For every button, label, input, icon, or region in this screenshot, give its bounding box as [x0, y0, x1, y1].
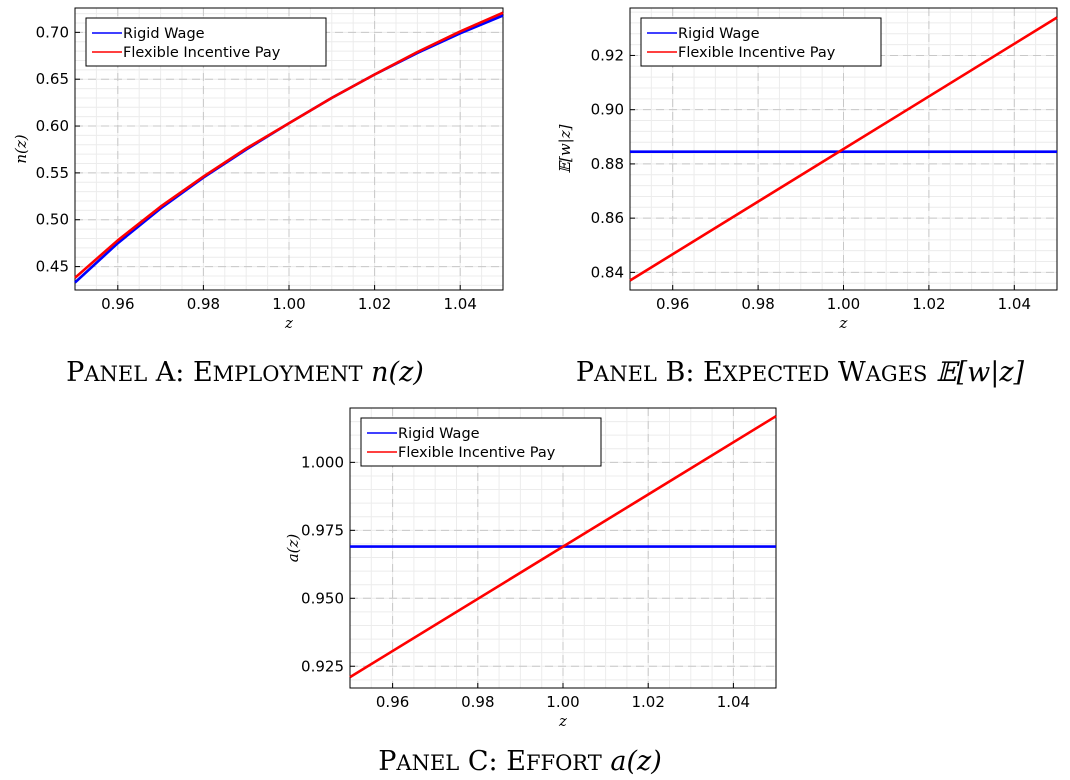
panel-c-x-tick-label: 1.00	[546, 693, 579, 711]
panel-c-series-flexible-incentive-pay-line	[349, 415, 777, 679]
panel-b-y-tick-label: 0.90	[591, 101, 624, 119]
panel-b-legend-label: Flexible Incentive Pay	[678, 45, 836, 61]
panel-a-y-axis-label: n(z)	[12, 134, 30, 163]
panel-c-caption: PANEL C: EFFORT a(z)	[378, 746, 661, 777]
panel-b-x-tick-label: 1.00	[827, 295, 860, 313]
panel-b-caption: PANEL B: EXPECTED WAGES 𝔼[w|z]	[576, 357, 1025, 388]
panel-a-y-tick-label: 0.65	[36, 70, 69, 88]
panel-c-x-tick-label: 0.98	[461, 693, 494, 711]
panel-c-y-axis-label: a(z)	[284, 534, 302, 563]
panel-c-x-tick-label: 1.04	[717, 693, 750, 711]
panel-b-y-axis-label: 𝔼[w|z]	[556, 124, 574, 173]
panel-c-legend-label: Flexible Incentive Pay	[398, 445, 556, 461]
panel-c-x-tick-label: 1.02	[631, 693, 664, 711]
panel-a-y-tick-label: 0.70	[36, 23, 69, 41]
panel-a-legend-label: Flexible Incentive Pay	[123, 45, 281, 61]
panel-a: 0.96 0.98 1.00 1.02 1.04 0.45 0.50 0.55 0.60 0.65…	[12, 7, 504, 388]
panel-a-x-tick-label: 1.04	[443, 295, 476, 313]
panel-a-legend: Rigid Wage Flexible Incentive Pay	[85, 17, 327, 67]
panel-a-x-tick-label: 0.98	[187, 295, 220, 313]
panel-b-series-flexible-incentive-pay-line	[629, 16, 1058, 282]
panel-a-x-tick-label: 0.96	[101, 295, 134, 313]
panel-c-x-tick-label: 0.96	[376, 693, 409, 711]
panel-b: 0.96 0.98 1.00 1.02 1.04 0.84 0.86 0.88 0.90 0.92…	[556, 7, 1058, 388]
panel-c: 0.96 0.98 1.00 1.02 1.04 0.925 0.950 0.975 1.000…	[284, 407, 777, 777]
panel-a-legend-label: Rigid Wage	[123, 26, 205, 42]
panel-a-y-tick-label: 0.50	[36, 211, 69, 229]
panel-b-x-tick-label: 0.96	[656, 295, 689, 313]
panel-a-x-tick-label: 1.00	[272, 295, 305, 313]
panel-c-y-tick-label: 0.975	[301, 521, 344, 539]
panel-a-y-tick-label: 0.45	[36, 258, 69, 276]
panel-b-legend: Rigid Wage Flexible Incentive Pay	[640, 17, 882, 67]
panel-c-y-tick-label: 0.950	[301, 589, 344, 607]
panel-b-y-tick-label: 0.88	[591, 155, 624, 173]
panel-b-x-tick-label: 0.98	[741, 295, 774, 313]
panel-a-caption: PANEL A: EMPLOYMENT n(z)	[66, 357, 424, 388]
panel-a-series-flexible-incentive-pay-line	[74, 11, 504, 279]
panel-b-y-tick-label: 0.84	[591, 263, 624, 281]
panel-b-x-tick-label: 1.04	[998, 295, 1031, 313]
panel-c-x-axis-label: z	[558, 712, 567, 730]
panel-c-legend-box	[360, 417, 602, 467]
panel-a-x-tick-label: 1.02	[358, 295, 391, 313]
panel-c-legend-label: Rigid Wage	[398, 426, 480, 442]
panel-a-y-tick-label: 0.55	[36, 164, 69, 182]
panel-c-legend: Rigid Wage Flexible Incentive Pay	[360, 417, 602, 467]
panel-a-x-axis-label: z	[284, 314, 293, 332]
panel-b-legend-box	[640, 17, 882, 67]
panel-b-x-tick-label: 1.02	[912, 295, 945, 313]
panel-a-legend-box	[85, 17, 327, 67]
panel-c-y-tick-label: 0.925	[301, 657, 344, 675]
panel-b-y-tick-label: 0.86	[591, 209, 624, 227]
panel-c-y-tick-label: 1.000	[301, 453, 344, 471]
panel-b-legend-label: Rigid Wage	[678, 26, 760, 42]
panel-b-y-tick-label: 0.92	[591, 46, 624, 64]
panel-b-x-axis-label: z	[839, 314, 848, 332]
panel-a-y-tick-label: 0.60	[36, 117, 69, 135]
